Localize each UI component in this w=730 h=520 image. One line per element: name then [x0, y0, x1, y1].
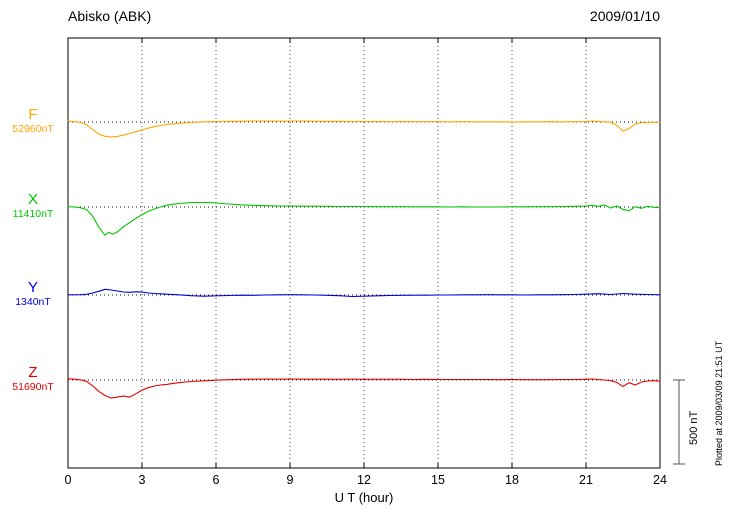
x-tick-label: 12	[357, 473, 371, 487]
channel-label-X: X 11410nT	[2, 191, 64, 221]
channel-baseline-Z: 51690nT	[12, 381, 54, 393]
channel-name-X: X	[27, 191, 38, 208]
scale-bar-label: 500 nT	[688, 410, 700, 445]
x-tick-label: 3	[138, 473, 146, 487]
x-axis-label: U T (hour)	[334, 490, 394, 505]
channel-label-Z: Z 51690nT	[2, 364, 64, 394]
x-tick-label: 15	[431, 473, 445, 487]
x-tick-label: 24	[653, 473, 667, 487]
channel-name-Z: Z	[28, 364, 38, 381]
x-tick-label: 21	[579, 473, 593, 487]
channel-name-Y: Y	[27, 279, 38, 296]
channel-baseline-F: 52960nT	[12, 123, 54, 135]
plotted-at-note: Plotted at 2009/03/09 21:51 UT	[714, 340, 724, 466]
channel-baseline-X: 11410nT	[12, 208, 54, 220]
channel-label-F: F 52960nT	[2, 106, 64, 136]
station-title: Abisko (ABK)	[68, 8, 152, 24]
x-tick-label: 6	[212, 473, 220, 487]
x-tick-label: 9	[286, 473, 294, 487]
x-tick-label: 18	[505, 473, 519, 487]
channel-name-F: F	[28, 106, 38, 123]
plot-date: 2009/01/10	[589, 8, 660, 24]
x-tick-label: 0	[64, 473, 72, 487]
channel-label-Y: Y 1340nT	[2, 279, 64, 309]
channel-baseline-Y: 1340nT	[15, 296, 51, 308]
